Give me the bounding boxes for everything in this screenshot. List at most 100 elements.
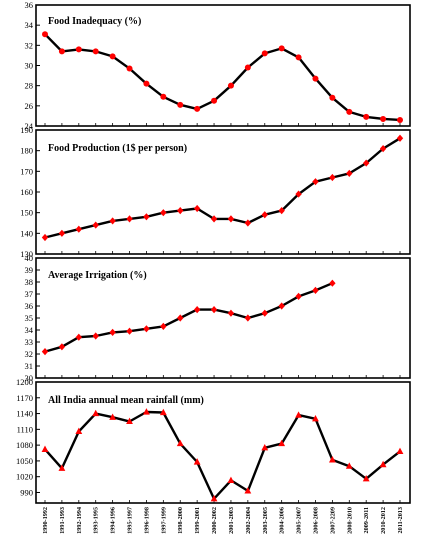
y-tick-label: 37 — [25, 289, 34, 299]
data-point — [109, 217, 116, 225]
data-point — [278, 207, 285, 215]
data-point — [75, 333, 83, 341]
data-point — [177, 101, 184, 108]
y-tick-label: 1200 — [16, 377, 33, 387]
y-tick-label: 1080 — [16, 440, 33, 450]
data-point — [379, 460, 387, 468]
data-point — [244, 64, 251, 71]
data-point — [143, 408, 150, 415]
data-point — [109, 413, 117, 420]
x-tick-label: 2002-2004 — [245, 507, 252, 534]
data-point — [362, 475, 370, 482]
data-point — [261, 211, 268, 219]
data-point — [75, 225, 83, 233]
x-tick-label: 2011-2013 — [397, 507, 404, 533]
data-point — [295, 190, 302, 198]
y-tick-label: 180 — [20, 146, 33, 156]
data-point — [312, 178, 319, 186]
data-point — [160, 93, 167, 100]
data-point — [329, 94, 336, 101]
y-tick-label: 130 — [20, 249, 33, 259]
panel-food-inadequacy: 24 26 28 30 32 34 36 Food Inadequacy (%) — [25, 0, 411, 131]
y-tick-label: 990 — [20, 487, 33, 497]
data-point — [42, 31, 48, 38]
data-point — [92, 221, 99, 229]
data-point — [329, 173, 336, 182]
data-point — [278, 439, 286, 447]
data-point — [227, 476, 235, 483]
x-tick-label: 1990-1992 — [42, 507, 49, 534]
data-point — [328, 456, 336, 463]
series-line — [44, 137, 401, 239]
data-point — [295, 292, 302, 300]
data-point — [227, 215, 235, 223]
y-tick-label: 30 — [25, 61, 34, 71]
data-point — [278, 45, 285, 52]
data-point — [92, 409, 100, 417]
x-tick-label: 2000-2002 — [211, 507, 218, 534]
data-point — [193, 306, 201, 314]
x-tick-label: 1997-1999 — [160, 507, 167, 534]
data-point — [92, 332, 99, 340]
data-point — [58, 343, 66, 351]
y-tick-label: 40 — [25, 253, 34, 263]
data-point — [160, 322, 167, 330]
data-point — [312, 286, 319, 294]
data-point — [396, 134, 404, 142]
data-point — [244, 314, 252, 322]
data-point — [396, 447, 404, 455]
data-point — [227, 309, 235, 317]
y-tick-label: 38 — [25, 277, 34, 287]
y-tick-label: 160 — [20, 187, 33, 197]
y-tick-label: 140 — [20, 228, 33, 238]
y-tick-label: 35 — [25, 313, 34, 323]
x-axis-labels: 1990-1992 1991-1993 1992-1994 1993-1995 1994… — [42, 507, 404, 534]
data-point — [363, 113, 370, 120]
y-tick-label: 36 — [25, 301, 34, 311]
data-point — [193, 204, 201, 213]
data-point — [227, 82, 234, 89]
y-tick-label: 190 — [20, 125, 33, 135]
data-point — [126, 417, 133, 425]
data-point — [41, 233, 49, 242]
y-tick-label: 32 — [25, 40, 34, 50]
x-tick-label: 1991-1993 — [59, 507, 66, 534]
data-point — [75, 46, 82, 53]
y-tick-label: 1050 — [16, 456, 33, 466]
data-point — [312, 75, 319, 82]
data-point — [194, 105, 201, 112]
y-tick-label: 31 — [25, 361, 34, 371]
data-point — [244, 219, 252, 227]
y-tick-label: 1110 — [17, 424, 33, 434]
data-point — [126, 215, 133, 223]
x-tick-label: 2010-2012 — [380, 507, 387, 534]
data-point — [210, 306, 218, 314]
data-point — [126, 65, 133, 72]
x-tick-label: 2005-2007 — [296, 507, 303, 534]
x-tick-label: 1992-1994 — [76, 507, 83, 534]
x-tick-label: 1999-2001 — [194, 507, 201, 534]
data-point — [176, 439, 184, 447]
panel-title: All India annual mean rainfall (mm) — [48, 395, 204, 406]
x-tick-label: 2009-2011 — [363, 507, 370, 533]
data-point — [379, 145, 387, 153]
data-point — [177, 207, 184, 215]
data-point — [109, 53, 116, 60]
x-tick-label: 1994-1996 — [110, 507, 117, 534]
data-point — [362, 159, 370, 167]
data-point — [159, 408, 167, 416]
x-tick-label: 2008-2010 — [346, 507, 353, 534]
x-tick-label: 1998-2000 — [177, 507, 184, 534]
panel-frame — [35, 381, 411, 504]
data-point — [75, 427, 83, 435]
data-point — [261, 309, 268, 317]
x-tick-label: 2007-2209 — [329, 507, 336, 534]
data-point — [109, 328, 116, 336]
data-point — [261, 443, 269, 451]
data-point — [278, 302, 285, 310]
data-point — [58, 229, 66, 237]
y-tick-label: 1020 — [16, 472, 33, 482]
data-point — [160, 209, 167, 217]
panel-title: Food Production (1$ per person) — [48, 143, 187, 154]
data-point — [244, 487, 252, 494]
